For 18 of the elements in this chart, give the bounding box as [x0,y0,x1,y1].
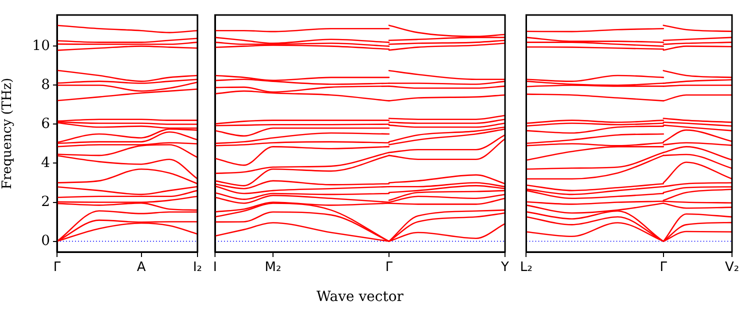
y-axis-title: Frequency (THz) [0,78,16,190]
x-tick-label: Γ [53,260,62,276]
x-tick-label: Γ [660,260,668,276]
x-tick-label: I [213,260,217,276]
x-tick-label: Y [500,260,510,276]
y-tick-label: 0 [41,232,50,249]
x-tick-label: I₂ [192,260,202,276]
y-tick-label: 10 [32,38,50,54]
y-tick-label: 6 [41,116,50,132]
x-tick-label: V₂ [724,260,740,276]
x-tick-label: A [136,260,146,276]
x-tick-label: Γ [385,260,394,276]
x-tick-label: M₂ [264,260,282,276]
y-tick-label: 8 [41,76,50,93]
x-tick-label: L₂ [520,260,532,276]
y-tick-label: 2 [41,194,50,210]
x-axis-title: Wave vector [316,289,404,306]
y-tick-label: 4 [41,154,50,171]
